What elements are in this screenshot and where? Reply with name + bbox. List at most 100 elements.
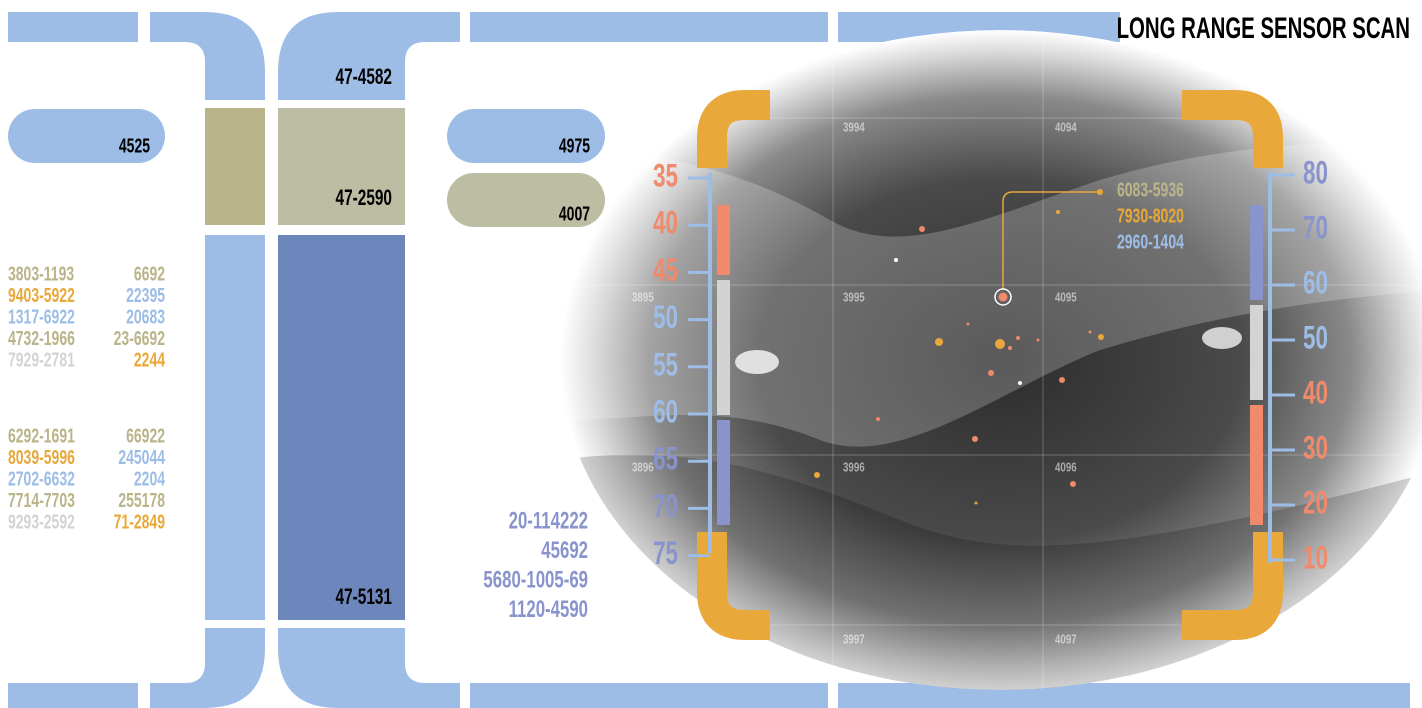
contact-dot xyxy=(1070,481,1076,487)
contact-dot xyxy=(995,339,1005,349)
footer-readout: 1120-4590 xyxy=(509,596,588,623)
readout-code: 9403-5922 xyxy=(8,283,75,306)
contact-dot xyxy=(1008,346,1012,350)
contact-dot xyxy=(988,370,994,376)
pill-button xyxy=(447,173,605,227)
scale-label: 65 xyxy=(653,441,678,477)
scale-label: 60 xyxy=(653,393,678,429)
bracket xyxy=(1182,532,1283,640)
pill-button xyxy=(447,109,605,163)
scale-label: 75 xyxy=(653,535,678,571)
scale-segment xyxy=(1250,305,1263,400)
grid-label: 4097 xyxy=(1055,633,1077,647)
readout-code: 4732-1966 xyxy=(8,326,75,349)
scale-label: 70 xyxy=(653,488,678,524)
grid-label: 3997 xyxy=(843,633,865,647)
scale-label: 55 xyxy=(653,346,678,382)
scan-field xyxy=(560,30,1422,690)
frame-bar xyxy=(8,12,138,42)
column-block xyxy=(278,235,405,620)
contact-dot xyxy=(1036,338,1040,342)
readout-value: 245044 xyxy=(118,445,165,468)
scale-label: 45 xyxy=(653,252,678,288)
contact-dot xyxy=(972,436,978,442)
readout-code: 7929-2781 xyxy=(8,348,75,371)
scale-label: 50 xyxy=(653,299,678,335)
readout-code: 2702-6632 xyxy=(8,467,75,490)
grid-label: 3996 xyxy=(843,461,865,475)
contact-dot xyxy=(974,501,978,505)
pill-label: 4007 xyxy=(559,202,590,225)
footer-readout: 45692 xyxy=(541,537,588,564)
contact-dot xyxy=(1098,334,1104,340)
readout-code: 8039-5996 xyxy=(8,445,75,468)
column-label: 47-4582 xyxy=(336,65,392,89)
footer-readout: 5680-1005-69 xyxy=(483,566,588,593)
bracket xyxy=(697,532,770,640)
readout-code: 3803-1193 xyxy=(8,262,74,285)
screen-title: LONG RANGE SENSOR SCAN xyxy=(1117,12,1410,45)
readout-value: 255178 xyxy=(118,488,165,511)
grid-label: 3896 xyxy=(632,461,654,475)
scale-label: 60 xyxy=(1303,264,1328,300)
contact-dot xyxy=(935,338,943,346)
pill-label: 4975 xyxy=(559,134,590,157)
readout-value: 2244 xyxy=(134,348,165,371)
scale-segment xyxy=(1250,205,1263,300)
frame-bar xyxy=(8,683,138,708)
scale-segment xyxy=(717,420,730,525)
target-callout xyxy=(1002,191,1100,290)
target-ring xyxy=(994,288,1012,306)
contact-dot xyxy=(1056,210,1060,214)
readout-value: 20683 xyxy=(126,305,165,328)
grid-label: 3994 xyxy=(843,121,865,135)
readout-value: 66922 xyxy=(126,424,165,447)
frame-elbow xyxy=(278,628,460,708)
readout-code: 9293-2592 xyxy=(8,510,75,533)
footer-readout: 20-114222 xyxy=(509,507,588,534)
scale-label: 50 xyxy=(1303,319,1328,355)
grid-label: 4094 xyxy=(1055,121,1077,135)
target-readout: 7930-8020 xyxy=(1117,204,1184,227)
scan-marker xyxy=(1202,327,1242,349)
grid-label: 4095 xyxy=(1055,291,1077,305)
contact-dot xyxy=(1088,330,1092,334)
scale-label: 20 xyxy=(1303,484,1328,520)
scan-view: 3994 4094 3895 3995 4095 3896 3996 4096 3997 4097 xyxy=(560,30,1422,690)
readout-value: 71-2849 xyxy=(114,510,165,533)
scale-label: 40 xyxy=(653,205,678,241)
frame-bar xyxy=(470,683,828,708)
contact-dot xyxy=(966,322,970,326)
scan-band xyxy=(560,140,1422,447)
readout-value: 6692 xyxy=(134,262,165,285)
contact-dot xyxy=(876,417,880,421)
frame-bar xyxy=(470,12,828,42)
frame-elbow xyxy=(150,12,265,100)
readout-code: 6292-1691 xyxy=(8,424,75,447)
scale-label: 70 xyxy=(1303,209,1328,245)
column-block xyxy=(278,108,405,225)
contact-dot xyxy=(894,258,898,262)
readout-value: 22395 xyxy=(126,283,165,306)
column-label: 47-2590 xyxy=(336,186,392,210)
bracket xyxy=(697,90,770,168)
column-block xyxy=(205,108,265,225)
scale-label: 40 xyxy=(1303,374,1328,410)
target-readout: 6083-5936 xyxy=(1117,178,1184,201)
pill-label: 4525 xyxy=(119,134,150,157)
pill-button xyxy=(8,109,165,163)
contact-dot xyxy=(919,226,925,232)
contact-dot xyxy=(1016,336,1020,340)
scan-marker xyxy=(735,350,779,374)
scale-label: 30 xyxy=(1303,429,1328,465)
readout-value: 23-6692 xyxy=(114,326,165,349)
frame-bar xyxy=(838,683,1410,708)
target-contact xyxy=(998,292,1008,302)
readout-value: 2204 xyxy=(134,467,165,490)
scale-label: 35 xyxy=(653,157,678,193)
readout-code: 7714-7703 xyxy=(8,488,75,511)
scale-segment xyxy=(717,205,730,275)
contact-dot xyxy=(814,472,820,478)
scale-label: 10 xyxy=(1303,539,1328,575)
